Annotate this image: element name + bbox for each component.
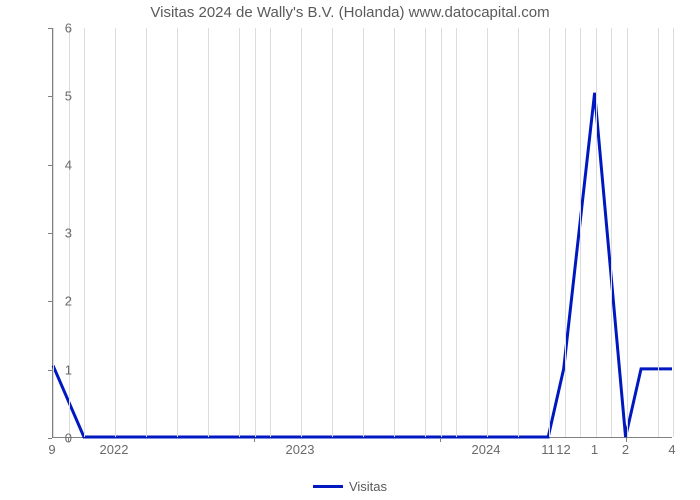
y-tick-mark bbox=[48, 96, 52, 97]
x-tick-label: 2024 bbox=[472, 442, 501, 457]
x-tick-label: 4 bbox=[668, 442, 675, 457]
plot-area bbox=[52, 28, 672, 438]
chart-container: Visitas 2024 de Wally's B.V. (Holanda) w… bbox=[0, 0, 700, 500]
vertical-gridline bbox=[441, 28, 442, 437]
y-tick-label: 4 bbox=[52, 157, 72, 172]
vertical-gridline bbox=[270, 28, 271, 437]
y-tick-label: 1 bbox=[52, 362, 72, 377]
x-tick-label: 11 bbox=[541, 442, 555, 457]
y-tick-label: 6 bbox=[52, 21, 72, 36]
vertical-gridline bbox=[115, 28, 116, 437]
vertical-gridline bbox=[673, 28, 674, 437]
x-tick-label: 9 bbox=[48, 442, 55, 457]
vertical-gridline bbox=[146, 28, 147, 437]
y-tick-mark bbox=[48, 370, 52, 371]
vertical-gridline bbox=[363, 28, 364, 437]
vertical-gridline bbox=[425, 28, 426, 437]
y-tick-mark bbox=[48, 165, 52, 166]
vertical-gridline bbox=[394, 28, 395, 437]
vertical-gridline bbox=[255, 28, 256, 437]
y-tick-mark bbox=[48, 438, 52, 439]
vertical-gridline bbox=[549, 28, 550, 437]
y-tick-label: 5 bbox=[52, 89, 72, 104]
y-tick-mark bbox=[48, 233, 52, 234]
vertical-gridline bbox=[84, 28, 85, 437]
y-tick-mark bbox=[48, 301, 52, 302]
y-tick-label: 2 bbox=[52, 294, 72, 309]
legend-swatch bbox=[313, 485, 343, 488]
vertical-gridline bbox=[565, 28, 566, 437]
x-tick-mark bbox=[440, 438, 441, 442]
vertical-gridline bbox=[580, 28, 581, 437]
vertical-gridline bbox=[487, 28, 488, 437]
x-tick-label: 1 bbox=[591, 442, 598, 457]
vertical-gridline bbox=[301, 28, 302, 437]
x-tick-label: 2023 bbox=[286, 442, 315, 457]
vertical-gridline bbox=[627, 28, 628, 437]
vertical-gridline bbox=[208, 28, 209, 437]
chart-title: Visitas 2024 de Wally's B.V. (Holanda) w… bbox=[0, 4, 700, 21]
vertical-gridline bbox=[658, 28, 659, 437]
x-tick-label: 2022 bbox=[100, 442, 129, 457]
x-tick-label: 12 bbox=[556, 442, 570, 457]
legend-label: Visitas bbox=[349, 479, 387, 494]
vertical-gridline bbox=[239, 28, 240, 437]
legend: Visitas bbox=[0, 478, 700, 494]
x-tick-mark bbox=[254, 438, 255, 442]
vertical-gridline bbox=[332, 28, 333, 437]
vertical-gridline bbox=[177, 28, 178, 437]
x-tick-label: 2 bbox=[622, 442, 629, 457]
vertical-gridline bbox=[611, 28, 612, 437]
vertical-gridline bbox=[456, 28, 457, 437]
x-tick-mark bbox=[68, 438, 69, 442]
y-tick-label: 3 bbox=[52, 226, 72, 241]
y-tick-mark bbox=[48, 28, 52, 29]
vertical-gridline bbox=[518, 28, 519, 437]
vertical-gridline bbox=[596, 28, 597, 437]
